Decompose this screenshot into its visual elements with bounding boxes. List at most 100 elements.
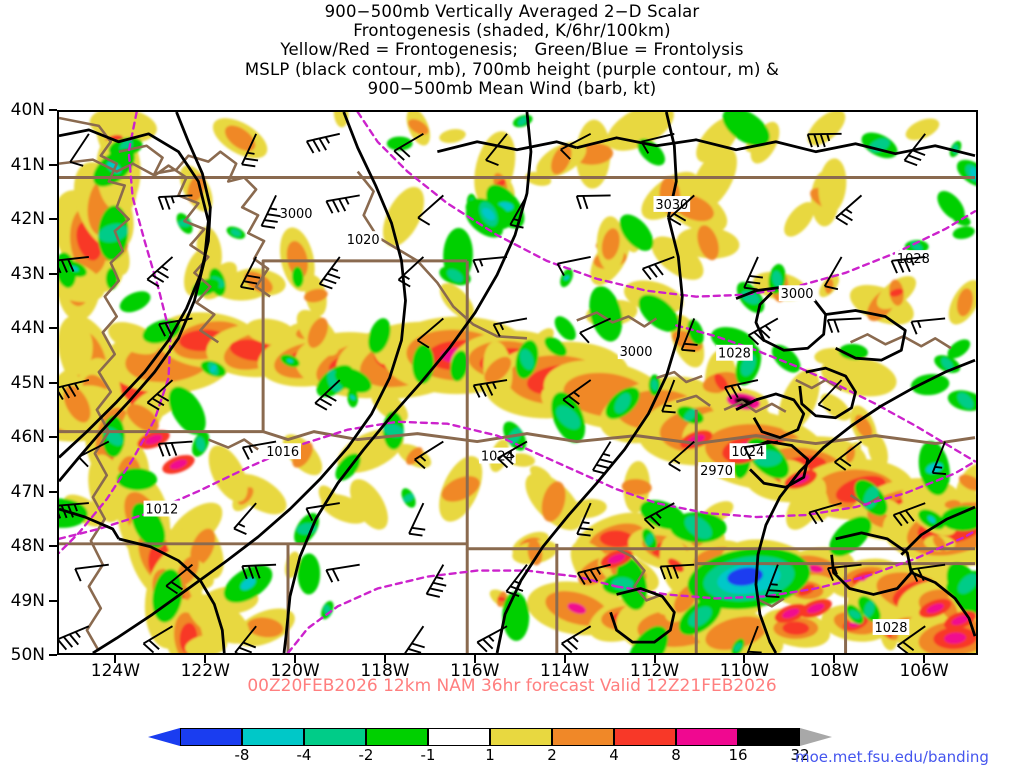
colorbar-under-arrow [148, 728, 180, 746]
shading-blob [196, 436, 206, 452]
wind-barb [897, 625, 926, 653]
shading-blob [807, 603, 825, 614]
colorbar-tick-label: 2 [547, 746, 557, 764]
wind-barb [659, 563, 695, 580]
wind-barb [318, 256, 341, 290]
shading-blob [952, 226, 975, 240]
colorbar-segment [366, 728, 428, 746]
y-axis-label: 43N [10, 263, 45, 284]
mslp-contour-label: 1020 [344, 231, 382, 248]
shading-blob [645, 533, 654, 546]
height-contour-label: 3000 [778, 285, 816, 302]
wind-barb [157, 440, 193, 457]
wind-barb [165, 563, 194, 595]
shading-blob [958, 474, 976, 491]
shading-blob [450, 350, 469, 382]
shading-blob [944, 499, 961, 509]
colorbar-tick-label: 8 [671, 746, 681, 764]
colorbar-tick-label: -4 [296, 746, 312, 764]
attribution-link[interactable]: moe.met.fsu.edu/banding [795, 748, 989, 766]
wind-barbs [59, 132, 947, 653]
shading-blob [684, 408, 697, 422]
mslp-contour-label: 1028 [716, 344, 753, 362]
svg-text:1016: 1016 [266, 445, 299, 460]
y-axis-label: 49N [10, 590, 45, 611]
shading-blob [599, 530, 634, 548]
wind-barb [305, 502, 340, 521]
colorbar-segment [676, 728, 738, 746]
wind-barb [325, 194, 360, 214]
shading-blob [926, 603, 944, 614]
wind-barb [834, 440, 863, 471]
shading-blob [733, 642, 742, 652]
x-axis-label: 110W [719, 661, 770, 681]
shading-blob [168, 386, 206, 435]
map-plot-area[interactable]: 1012 1016 1020 1024 1024 1028 1028 1028 2970 3000… [57, 110, 978, 655]
wind-barb [239, 256, 261, 291]
wind-barb [556, 256, 591, 276]
forecast-caption: 00Z20FEB2026 12km NAM 36hr forecast Vali… [247, 676, 777, 696]
x-axis-tick [383, 655, 386, 663]
svg-text:3000: 3000 [781, 287, 814, 302]
shading-blob [889, 288, 904, 297]
colorbar-segment [428, 728, 490, 746]
shading-blob [957, 573, 976, 594]
shading-blob [807, 112, 846, 146]
shading-blob [608, 553, 626, 564]
svg-text:1028: 1028 [897, 252, 930, 267]
chart-title-block: 900−500mb Vertically Averaged 2−D Scalar… [0, 2, 1024, 98]
colorbar[interactable] [148, 728, 832, 746]
y-axis-label: 41N [10, 154, 45, 175]
colorbar-tick-label: -8 [234, 746, 250, 764]
wind-barb [393, 133, 424, 161]
shading-blob [527, 538, 543, 566]
x-axis-tick [923, 655, 926, 663]
wind-barb [592, 441, 613, 475]
colorbar-segment [304, 728, 366, 746]
y-axis-tick [49, 109, 57, 111]
wind-barb [680, 318, 698, 352]
x-axis-label: 122W [180, 661, 230, 681]
wind-barb [744, 625, 762, 653]
shading-blob [349, 479, 388, 530]
shading-blob [292, 266, 304, 288]
wind-barb [241, 133, 259, 168]
shading-blob [441, 476, 480, 502]
wind-barb [724, 379, 759, 400]
wind-barb [765, 564, 782, 599]
y-axis-tick [49, 381, 57, 384]
shading-blob [517, 116, 528, 126]
wind-barb [806, 132, 842, 148]
wind-barb [668, 194, 695, 226]
shading-blob [864, 601, 875, 618]
shading-blob [98, 223, 128, 243]
wind-barb [476, 625, 508, 653]
shading-blob [782, 621, 810, 635]
height-700mb-contours [59, 112, 976, 653]
title-line-5: 900−500mb Mean Wind (barb, kt) [367, 78, 657, 98]
y-axis-label: 46N [10, 427, 45, 447]
y-axis-tick [49, 218, 57, 220]
x-axis-label: 106W [899, 661, 949, 681]
shading-blob [210, 365, 217, 373]
shading-blob [224, 125, 256, 151]
wind-barb [890, 255, 926, 274]
wind-barb [77, 440, 110, 468]
y-axis-tick [49, 163, 57, 166]
wind-barb [305, 132, 340, 154]
wind-barb [743, 256, 763, 291]
shading-blob [68, 327, 93, 375]
shading-blob [563, 275, 570, 281]
wind-barb [817, 379, 843, 412]
wind-barb [903, 133, 926, 167]
colorbar-tick-label: -2 [358, 746, 374, 764]
x-axis-tick [563, 655, 566, 663]
shading-blob [292, 441, 313, 468]
shading-blob [905, 118, 940, 141]
wind-barb [146, 379, 174, 411]
wind-barb [408, 502, 426, 537]
wind-barb [233, 502, 257, 535]
shading-blob [119, 291, 151, 313]
wind-barb [241, 440, 277, 460]
